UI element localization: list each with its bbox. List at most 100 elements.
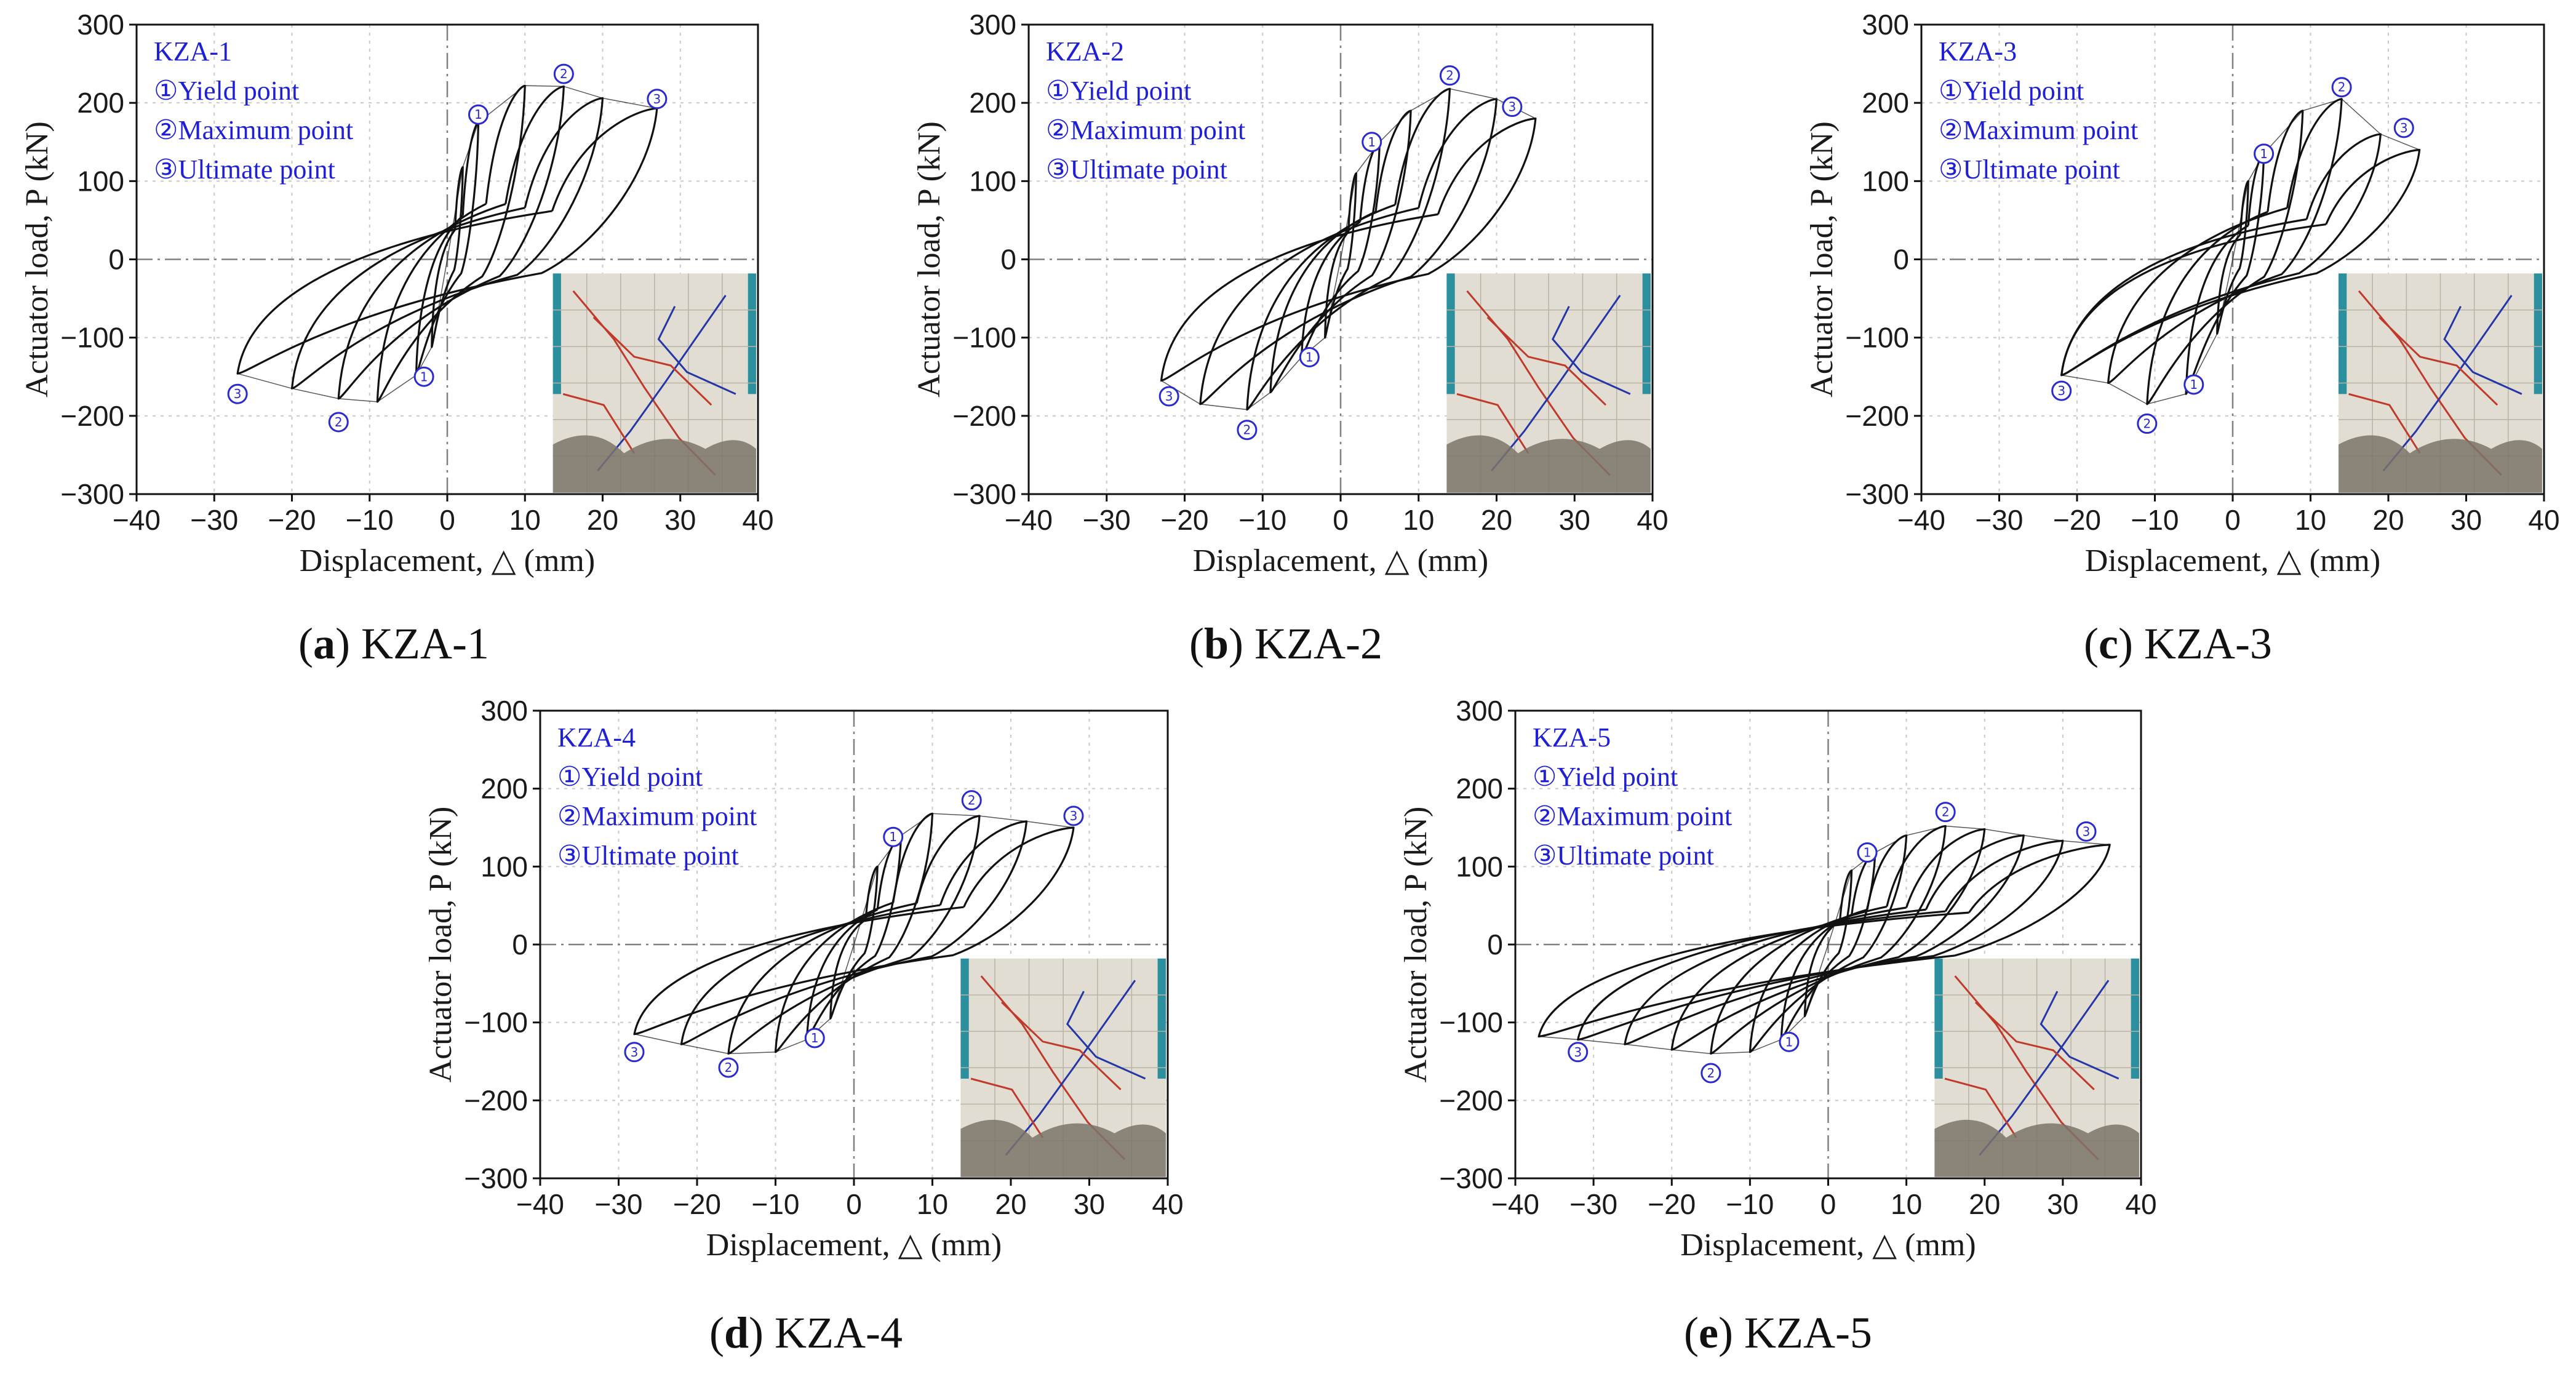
x-tick-label: −10 — [2131, 504, 2179, 536]
point-marker — [2137, 413, 2158, 434]
crack-line — [1974, 1001, 2095, 1090]
hysteresis-loop — [2216, 180, 2249, 335]
hysteresis-curve — [1160, 87, 1537, 411]
caption-paren-close: ) KZA-4 — [749, 1308, 903, 1357]
x-tick-label: 10 — [2295, 504, 2326, 536]
x-axis-label: Displacement, △ (mm) — [1680, 1228, 1976, 1263]
crack-line — [597, 295, 727, 472]
legend-entry: ②Maximum point — [154, 115, 353, 145]
specimen-title: KZA-5 — [1533, 722, 1611, 753]
point-marker-label: 2 — [2338, 80, 2346, 95]
crushed-concrete — [2339, 435, 2542, 493]
legend-entry: ①Yield point — [1533, 762, 1678, 792]
hysteresis-loop — [680, 820, 1028, 1045]
hysteresis-loop — [1537, 844, 2111, 1038]
hysteresis-loop — [1324, 172, 1357, 339]
crack-line — [970, 1077, 1044, 1138]
chart-panel-b: −40 −30 −20 −10 0 10 20 30 40−300−200−1000100200… — [912, 9, 1669, 668]
hysteresis-loop — [2060, 148, 2421, 377]
point-marker-label: 3 — [631, 1045, 639, 1060]
failure-photo — [552, 273, 756, 493]
point-marker-label: 2 — [560, 66, 568, 81]
hysteresis-loop — [2060, 133, 2382, 377]
y-axis-label: Actuator load, P (kN) — [20, 121, 55, 397]
photo-edge-left — [552, 273, 561, 394]
point-marker — [1237, 420, 1258, 441]
point-marker-label: 3 — [1165, 389, 1173, 404]
x-tick-label: −40 — [1005, 504, 1053, 536]
y-tick-label: −100 — [1439, 1007, 1503, 1039]
x-tick-label: 10 — [1891, 1188, 1922, 1220]
hysteresis-loop — [1199, 98, 1498, 405]
x-tick-label: −20 — [1160, 504, 1208, 536]
x-axis-label: Displacement, △ (mm) — [300, 543, 595, 578]
point-marker-label: 1 — [811, 1031, 819, 1045]
caption-letter: c — [2099, 619, 2118, 668]
point-marker — [883, 826, 904, 847]
failure-photo — [1446, 273, 1651, 493]
y-tick-label: 100 — [77, 165, 124, 197]
y-axis-label: Actuator load, P (kN) — [423, 807, 458, 1083]
point-marker — [1299, 346, 1320, 367]
point-marker-label: 3 — [2083, 824, 2091, 839]
crack-line — [1001, 1001, 1122, 1090]
x-tick-label: −40 — [113, 504, 161, 536]
photo-edge-left — [1934, 958, 1943, 1079]
point-marker-label: 1 — [889, 829, 897, 844]
y-tick-label: 300 — [1862, 9, 1909, 41]
point-marker-label: 3 — [1508, 100, 1516, 114]
x-tick-label: 40 — [742, 504, 773, 536]
point-marker-label: 1 — [1368, 135, 1376, 150]
crack-line — [1944, 1077, 2017, 1138]
x-tick-label: 40 — [2125, 1188, 2156, 1220]
hysteresis-curve — [633, 812, 1075, 1055]
photo-edge-left — [2339, 273, 2347, 394]
y-tick-label: 100 — [969, 165, 1016, 197]
point-marker-label: 2 — [2143, 417, 2151, 431]
failure-photo — [960, 958, 1166, 1177]
crack-line — [657, 306, 736, 395]
point-marker-label: 2 — [968, 793, 976, 808]
y-tick-label: −300 — [1439, 1162, 1503, 1194]
crack-line — [1456, 393, 1529, 454]
crack-line — [1979, 980, 2110, 1156]
hysteresis-loop — [1803, 869, 1853, 1018]
point-marker — [1063, 805, 1084, 826]
x-tick-label: −30 — [190, 504, 238, 536]
y-axis-label: Actuator load, P (kN) — [1398, 807, 1434, 1083]
point-marker — [227, 383, 248, 404]
y-axis-label: Actuator load, P (kN) — [912, 121, 947, 397]
y-tick-label: 200 — [481, 773, 528, 805]
panel-caption: (d) KZA-4 — [709, 1308, 903, 1357]
point-marker-label: 1 — [2260, 146, 2268, 161]
x-tick-label: −40 — [1897, 504, 1945, 536]
x-tick-label: 10 — [509, 504, 541, 536]
photo-edge-right — [2534, 273, 2542, 394]
legend-entry: ③Ultimate point — [557, 841, 739, 871]
caption-letter: d — [724, 1308, 749, 1357]
caption-paren-open: ( — [298, 619, 313, 668]
crack-line — [1005, 980, 1136, 1156]
y-tick-label: 200 — [77, 87, 124, 119]
point-marker-label: 2 — [725, 1060, 733, 1075]
x-tick-label: 10 — [917, 1188, 948, 1220]
x-tick-label: 30 — [2047, 1188, 2078, 1220]
crack-line — [2379, 316, 2498, 406]
hysteresis-curve — [236, 84, 658, 403]
x-tick-label: 0 — [846, 1188, 862, 1220]
point-marker-label: 1 — [1864, 845, 1872, 860]
crack-line — [1552, 306, 1631, 395]
y-tick-label: 300 — [1456, 695, 1503, 727]
crushed-concrete — [1446, 435, 1651, 493]
skeleton-curve — [1539, 825, 2110, 1055]
y-tick-label: 0 — [108, 244, 124, 276]
crack-line — [1486, 316, 1607, 406]
y-tick-label: −100 — [60, 322, 124, 354]
photo-edge-right — [1642, 273, 1651, 394]
specimen-title: KZA-3 — [1939, 36, 2017, 66]
photo-edge-right — [748, 273, 756, 394]
y-tick-label: 200 — [969, 87, 1016, 119]
x-tick-label: 30 — [1559, 504, 1590, 536]
x-tick-label: −10 — [1726, 1188, 1774, 1220]
